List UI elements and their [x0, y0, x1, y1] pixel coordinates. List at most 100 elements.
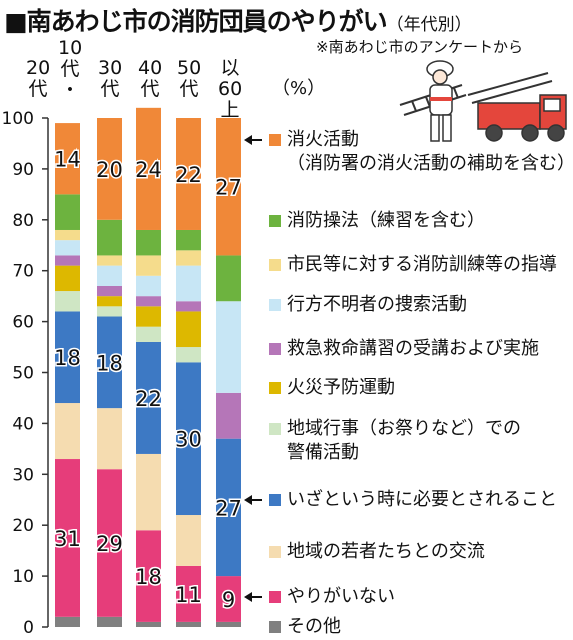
bar-segment-festival [136, 326, 161, 342]
arrow-head-needed [244, 495, 252, 505]
bar-segment-noreward [216, 576, 241, 622]
bar-segment-drill [216, 255, 241, 302]
y-tick-label: 20 [12, 516, 34, 536]
category-label: 40 代 [138, 58, 162, 100]
y-tick-label: 70 [12, 262, 34, 282]
category-label-line: 代 [100, 78, 120, 100]
legend-label: やりがいない [287, 586, 395, 607]
legend-swatch [269, 382, 281, 394]
bar-segment-youth [97, 408, 122, 470]
bar-segment-firstaid [55, 255, 80, 266]
source-note: ※南あわじ市のアンケートから [316, 38, 523, 56]
bar-segment-firstaid [97, 285, 122, 297]
legend-label: 火災予防運動 [287, 377, 395, 398]
category-label-line: ・ [60, 79, 80, 101]
bar-segment-noreward [97, 469, 122, 617]
bar-segment-festival [97, 306, 122, 317]
bar-segment-noreward [176, 565, 201, 622]
data-label: 27 [215, 496, 242, 520]
legend-label: 救急救命講習の受講および実施 [287, 338, 539, 359]
bar-segment-noreward [136, 530, 161, 622]
y-tick-label: 10 [12, 567, 34, 587]
bar-segment-fire [136, 107, 161, 230]
category-label: 30 代 [98, 58, 122, 100]
bar-segment-fire [216, 118, 241, 256]
y-tick-label: 0 [23, 618, 34, 638]
data-label: 24 [135, 158, 162, 182]
data-label: 27 [215, 176, 242, 200]
bar-segment-other [136, 621, 161, 627]
category-label-line: 代 [140, 78, 160, 100]
category-label: 50 代 [177, 58, 201, 100]
legend-label: その他 [287, 616, 341, 637]
bar-segment-training [136, 255, 161, 276]
legend-swatch [269, 494, 281, 506]
legend-swatch [269, 591, 281, 603]
bar-segment-search [216, 301, 241, 393]
y-tick-label: 50 [12, 364, 34, 384]
data-label: 14 [54, 148, 81, 172]
category-label-line: 30 [98, 57, 123, 79]
bar-segment-needed [55, 311, 80, 404]
y-tick-label: 90 [12, 160, 34, 180]
bar-segment-fireprev [176, 311, 201, 348]
legend-item-youth: 地域の若者たちとの交流 [269, 540, 485, 564]
legend-item-festival: 地域行事（お祭りなど）での 警備活動 [269, 417, 521, 465]
legend-arrows [244, 135, 262, 602]
bar-segment-youth [55, 403, 80, 460]
legend-swatch [269, 259, 281, 271]
data-label: 22 [135, 387, 162, 411]
bar-segment-drill [55, 194, 80, 230]
y-axis: 0 10 20 30 40 50 60 70 80 90 100 [2, 109, 49, 638]
bar-segment-youth [176, 515, 201, 566]
bar-segment-drill [136, 229, 161, 256]
bar-segment-search [136, 275, 161, 297]
bar-segment-other [216, 621, 241, 627]
bar-segment-fire [97, 118, 122, 220]
bar-segment-training [97, 255, 122, 266]
bar-segment-search [97, 265, 122, 286]
data-label: 18 [96, 351, 123, 375]
data-label: 18 [54, 346, 81, 370]
category-label-line: 代 [28, 78, 48, 100]
data-label: 30 [175, 428, 202, 452]
bar-segment-youth [136, 453, 161, 531]
bar-segment-needed [176, 362, 201, 516]
legend-item-fire: 消火活動 （消防署の消火活動の補助を含む） [269, 128, 573, 176]
legend-swatch [269, 134, 281, 146]
bar-segment-fireprev [97, 296, 122, 307]
legend-swatch [269, 343, 281, 355]
category-label-line: 以60 [218, 57, 243, 100]
bar-segment-search [176, 265, 201, 302]
bar-segment-drill [97, 219, 122, 256]
legend-swatch [269, 299, 281, 311]
unit-label: （%） [272, 78, 326, 99]
bar-segment-search [55, 240, 80, 256]
bar-segment-drill [176, 229, 201, 251]
legend-item-training: 市民等に対する消防訓練等の指導 [269, 253, 557, 277]
legend-item-needed: いざという時に必要とされること [269, 488, 557, 512]
bar-segment-festival [176, 347, 201, 363]
legend-label-line: 地域行事（お祭りなど）での [287, 418, 521, 439]
data-label: 31 [54, 527, 81, 551]
legend-label-line: （消防署の消火活動の補助を含む） [287, 153, 573, 174]
legend-swatch [269, 423, 281, 435]
category-label-line: 代 [179, 78, 199, 100]
bar-segment-firstaid [136, 296, 161, 307]
bar-segment-fireprev [55, 265, 80, 292]
y-tick-label: 100 [2, 109, 34, 129]
bar-segment-fire [176, 118, 201, 230]
y-tick-label: 60 [12, 313, 34, 333]
chart-title: ■南あわじ市の消防団員のやりがい（年代別） [4, 7, 472, 36]
y-tick-label: 30 [12, 465, 34, 485]
bar-segment-other [55, 616, 80, 627]
legend-label: 行方不明者の捜索活動 [287, 294, 467, 315]
legend-swatch [269, 621, 281, 633]
bar-segment-training [176, 250, 201, 266]
bar-segment-needed [97, 316, 122, 409]
data-label: 22 [175, 163, 202, 187]
bar-segment-needed [216, 438, 241, 577]
legend-swatch [269, 215, 281, 227]
category-label-line: 20 [26, 57, 51, 79]
